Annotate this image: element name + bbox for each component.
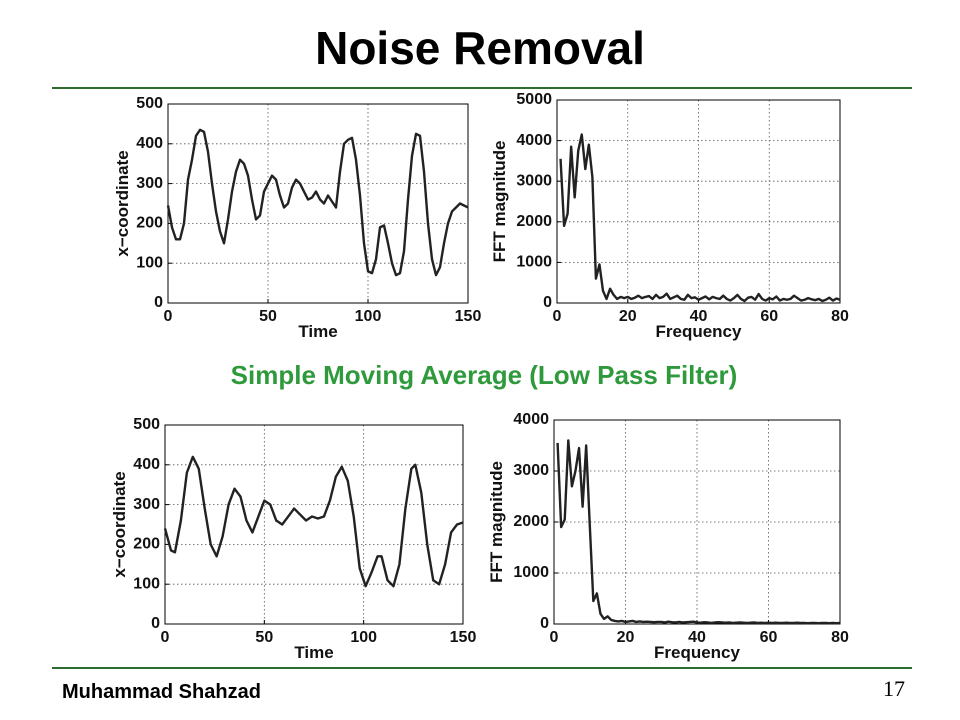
axes-frame [553, 419, 841, 625]
y-tick-label: 100 [133, 575, 160, 592]
data-line [559, 133, 841, 303]
author: Muhammad Shahzad [62, 681, 261, 703]
x-tick-label: 0 [161, 629, 170, 646]
x-axis-label: Time [298, 322, 337, 341]
x-tick-label: 40 [690, 308, 708, 325]
x-tick-label: 0 [164, 308, 173, 325]
y-tick-label: 100 [136, 254, 163, 271]
y-tick-label: 500 [136, 95, 163, 112]
y-tick-label: 200 [136, 215, 163, 232]
x-tick-label: 80 [831, 308, 849, 325]
axes-frame [556, 99, 841, 304]
x-tick-label: 50 [255, 629, 273, 646]
axes-frame [167, 103, 469, 304]
x-tick-label: 150 [450, 629, 477, 646]
data-line [556, 439, 841, 625]
x-tick-label: 20 [617, 629, 635, 646]
y-axis-label: FFT magnitude [487, 461, 506, 583]
x-axis-label: Frequency [654, 643, 741, 662]
x-tick-label: 80 [831, 629, 849, 646]
y-tick-label: 200 [133, 536, 160, 553]
y-tick-label: 0 [543, 294, 552, 311]
x-axis-label: Frequency [656, 322, 743, 341]
y-tick-label: 0 [540, 615, 549, 632]
data-line [163, 455, 464, 588]
y-tick-label: 400 [136, 135, 163, 152]
y-tick-label: 3000 [516, 172, 552, 189]
y-tick-label: 2000 [513, 513, 549, 530]
x-tick-label: 0 [550, 629, 559, 646]
x-tick-label: 50 [259, 308, 277, 325]
x-tick-label: 60 [760, 308, 778, 325]
y-axis-label: x−coordinate [113, 150, 132, 256]
y-tick-label: 500 [133, 416, 160, 433]
y-tick-label: 300 [133, 496, 160, 513]
y-axis-label: FFT magnitude [490, 141, 509, 263]
y-tick-label: 4000 [513, 411, 549, 428]
x-tick-label: 20 [619, 308, 637, 325]
y-tick-label: 3000 [513, 462, 549, 479]
y-tick-label: 400 [133, 456, 160, 473]
x-axis-label: Time [294, 643, 333, 662]
y-tick-label: 5000 [516, 91, 552, 108]
y-tick-label: 2000 [516, 213, 552, 230]
y-axis-label: x−coordinate [110, 471, 129, 577]
slide-title: Noise Removal [315, 22, 645, 74]
x-tick-label: 60 [760, 629, 778, 646]
data-line [166, 128, 469, 277]
axes-frame [164, 424, 464, 625]
page-number: 17 [883, 676, 905, 701]
y-tick-label: 1000 [513, 564, 549, 581]
x-tick-label: 100 [350, 629, 377, 646]
plot-area [554, 420, 840, 624]
y-tick-label: 1000 [516, 254, 552, 271]
x-tick-label: 100 [355, 308, 382, 325]
y-tick-label: 0 [154, 294, 163, 311]
plot-area [165, 425, 463, 624]
y-tick-label: 0 [151, 615, 160, 632]
y-tick-label: 300 [136, 175, 163, 192]
plot-area [168, 104, 468, 303]
x-tick-label: 0 [553, 308, 562, 325]
y-tick-label: 4000 [516, 132, 552, 149]
caption: Simple Moving Average (Low Pass Filter) [231, 360, 738, 390]
x-tick-label: 40 [688, 629, 706, 646]
x-tick-label: 150 [455, 308, 482, 325]
